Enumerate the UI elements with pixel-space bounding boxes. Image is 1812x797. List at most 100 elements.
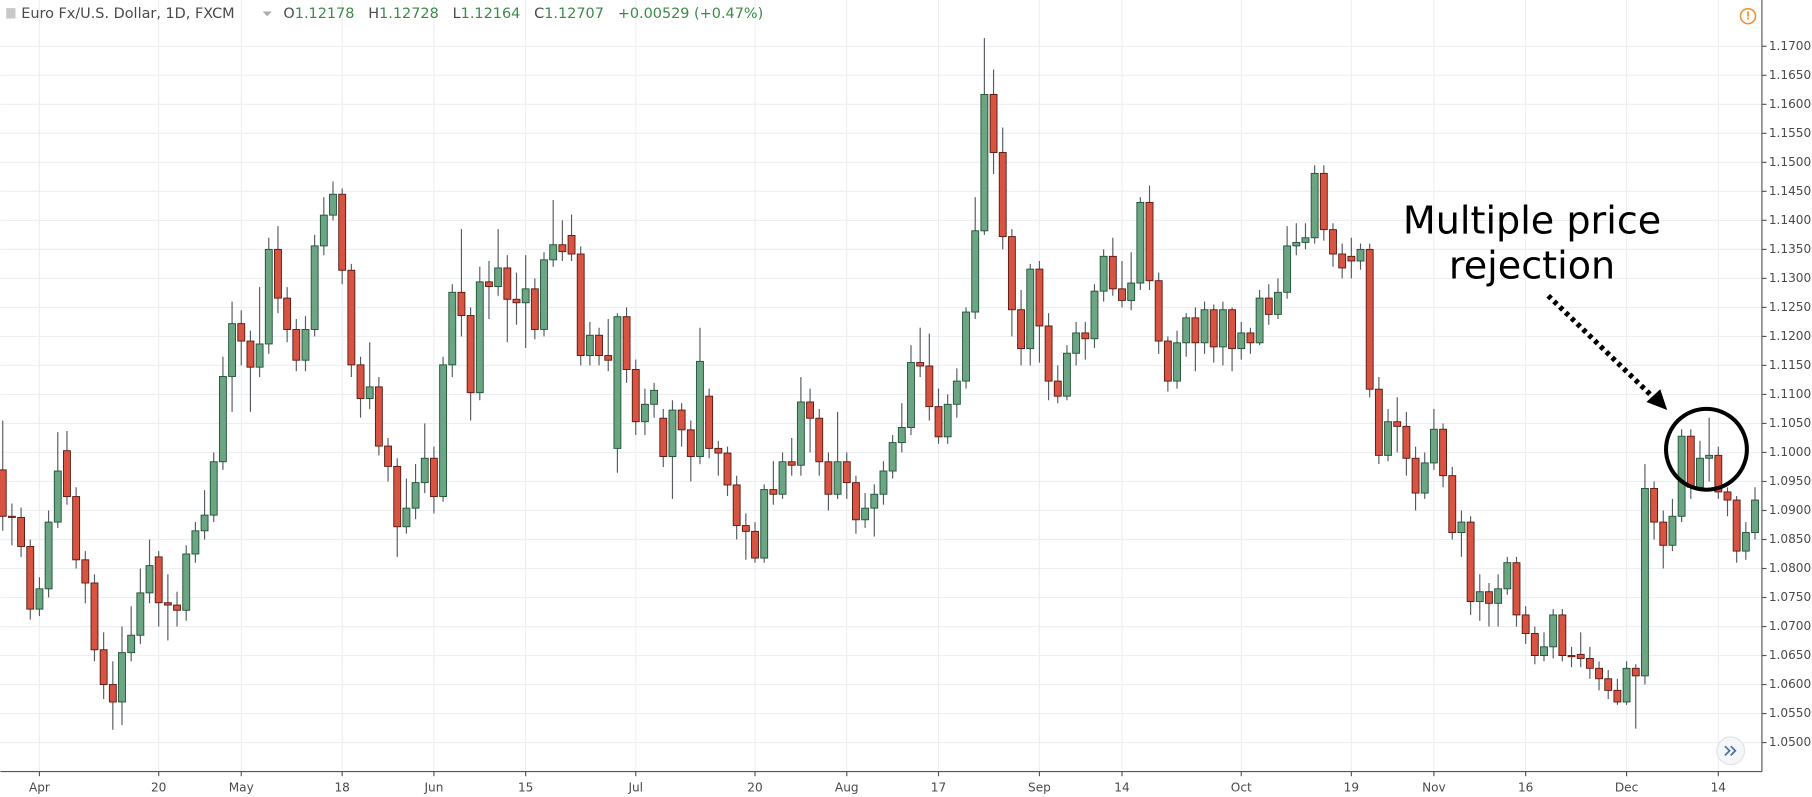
candle-body [1631, 667, 1640, 677]
candle-body [659, 417, 668, 457]
candle-body [1099, 255, 1108, 292]
candle-body [650, 389, 659, 405]
candle-body [1026, 268, 1035, 350]
warning-icon[interactable] [1739, 7, 1757, 25]
candle-body [1329, 229, 1337, 255]
candle-body [494, 267, 503, 287]
candle-body [1338, 253, 1347, 269]
candle-body [1108, 255, 1117, 290]
quote-label: H [368, 6, 379, 22]
annotation-arrowhead [1646, 389, 1668, 411]
candle-body [411, 482, 420, 509]
quote-label: C [534, 6, 544, 22]
candle-body [595, 334, 603, 357]
candle-body [53, 470, 62, 523]
candle-body [1705, 454, 1714, 459]
candle-body [741, 525, 750, 532]
quote-value: 1.12164 [461, 6, 521, 22]
candle-body [1411, 457, 1420, 494]
symbol-menu-caret[interactable] [262, 11, 272, 17]
scroll-button[interactable] [1716, 736, 1746, 766]
candle-body [246, 340, 255, 368]
candle-body [1686, 435, 1695, 488]
candle-body [1723, 491, 1732, 501]
candle-body [1466, 521, 1475, 603]
ohlc-quote: O1.12178 H1.12728 L1.12164 C1.12707 +0.00529… [283, 6, 763, 22]
annotation: Multiple price rejection [1403, 198, 1749, 492]
candle-body [457, 291, 466, 316]
candle-body [1035, 268, 1044, 327]
candle-body [420, 457, 429, 484]
candle-body [1604, 678, 1613, 691]
candle-body [1448, 475, 1457, 533]
x-tick-label: 17 [931, 780, 946, 794]
candle-body [255, 343, 264, 368]
candle-body [613, 316, 622, 449]
candle-body [1255, 297, 1264, 344]
candle-body [530, 288, 539, 330]
candle-body [1374, 388, 1383, 456]
candle-body [677, 409, 686, 431]
candle-body [1200, 309, 1209, 344]
symbol-icon [6, 8, 16, 19]
candle-body [466, 315, 475, 394]
candle-body [145, 565, 154, 594]
y-tick-label: 1.08500 [1769, 532, 1812, 546]
annotation-line: Multiple price [1403, 198, 1661, 242]
candle-body [861, 507, 870, 521]
x-tick-label: 15 [518, 780, 533, 794]
candle-body [1558, 614, 1567, 657]
candle-body [1650, 487, 1659, 523]
candle-body [907, 362, 915, 428]
candle-body [1512, 562, 1521, 616]
candle-body [173, 604, 181, 611]
candle-body [209, 461, 218, 516]
candle-body [118, 652, 126, 703]
candle-body [952, 380, 961, 405]
candle-body [962, 311, 970, 382]
candle-body [163, 602, 172, 606]
y-tick-label: 1.14500 [1769, 184, 1812, 198]
y-tick-label: 1.08000 [1769, 561, 1812, 575]
candle-body [558, 244, 567, 253]
x-tick-label: 20 [151, 780, 166, 794]
y-tick-label: 1.07500 [1769, 590, 1812, 604]
candle-body [1090, 290, 1099, 340]
candle-body [329, 193, 337, 216]
candle-body [1549, 614, 1558, 648]
x-tick-label: Nov [1422, 780, 1446, 794]
candle-body [1218, 309, 1227, 348]
candle-body [1044, 325, 1053, 382]
candle-body [127, 634, 136, 654]
candle-body [824, 461, 833, 495]
candle-body [1613, 689, 1622, 703]
candle-body [35, 588, 44, 610]
candle-body [989, 93, 998, 153]
candle-body [1053, 380, 1062, 397]
candle-body [1384, 421, 1392, 456]
scroll-button-icon[interactable] [1724, 745, 1737, 757]
candle-body [1310, 172, 1319, 239]
chart-title[interactable]: Euro Fx/U.S. Dollar, 1D, FXCM [21, 6, 234, 22]
candle-body [319, 214, 328, 247]
candle-body [237, 323, 246, 342]
candle-body [81, 559, 90, 584]
candle-body [1347, 255, 1356, 262]
candle-body [1567, 655, 1576, 658]
candle-body [787, 461, 796, 466]
candle-body [1118, 288, 1126, 301]
candle-body [1741, 532, 1750, 552]
candle-body [292, 328, 301, 361]
candle-body [1246, 332, 1255, 344]
candle-body [283, 297, 292, 330]
candle-body [576, 253, 585, 357]
candle-body [1668, 515, 1677, 546]
candle-body [347, 269, 356, 366]
candle-body [842, 461, 851, 484]
candle-body [7, 515, 16, 518]
candle-body [1457, 521, 1466, 533]
candle-body [228, 323, 237, 377]
candle-body [99, 649, 108, 686]
quote-value: 1.12178 [295, 6, 355, 22]
